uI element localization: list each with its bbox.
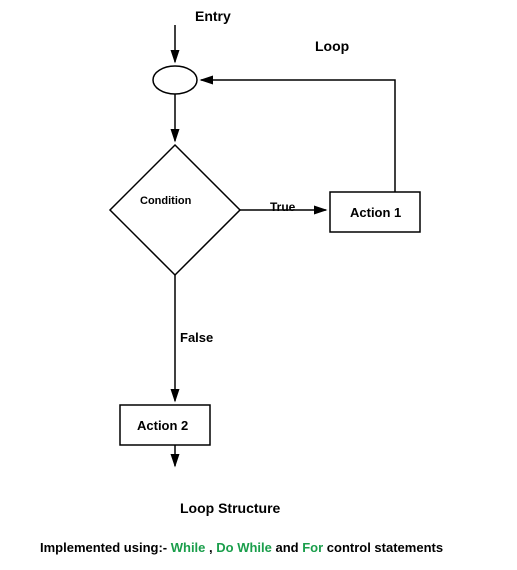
caption-impl-sep1: , bbox=[205, 540, 216, 555]
node-condition-diamond bbox=[110, 145, 240, 275]
caption-implementation: Implemented using:- While , Do While and… bbox=[40, 540, 443, 555]
label-entry: Entry bbox=[195, 8, 231, 24]
label-action2: Action 2 bbox=[137, 418, 188, 433]
label-condition: Condition bbox=[140, 195, 191, 207]
caption-impl-sep2: and bbox=[272, 540, 302, 555]
keyword-do-while: Do While bbox=[216, 540, 272, 555]
label-loop: Loop bbox=[315, 38, 349, 54]
keyword-while: While bbox=[171, 540, 206, 555]
label-false: False bbox=[180, 330, 213, 345]
flowchart-canvas: Entry Loop Condition True False Action 1… bbox=[0, 0, 517, 570]
label-action1: Action 1 bbox=[350, 205, 401, 220]
caption-impl-suffix: control statements bbox=[323, 540, 443, 555]
label-true: True bbox=[270, 200, 295, 214]
edge-loop-back bbox=[201, 80, 395, 192]
keyword-for: For bbox=[302, 540, 323, 555]
node-start-ellipse bbox=[153, 66, 197, 94]
caption-impl-prefix: Implemented using:- bbox=[40, 540, 171, 555]
caption-title: Loop Structure bbox=[180, 500, 280, 516]
flowchart-svg bbox=[0, 0, 517, 570]
